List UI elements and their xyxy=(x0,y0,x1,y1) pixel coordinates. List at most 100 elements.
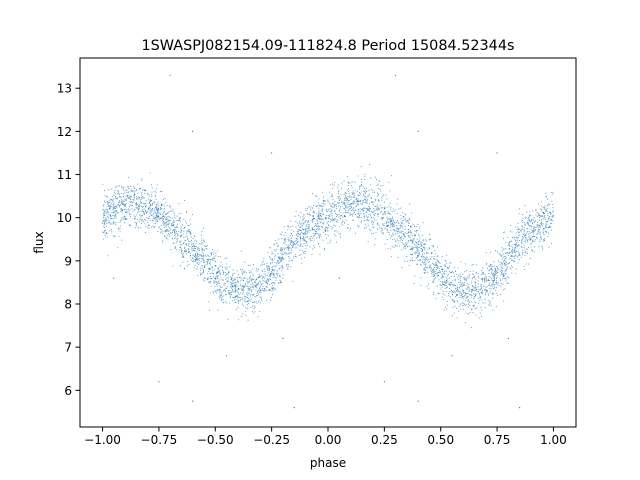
data-point xyxy=(538,215,540,217)
data-point xyxy=(521,225,523,227)
data-point xyxy=(257,283,259,285)
data-point xyxy=(534,235,536,237)
data-point xyxy=(259,290,261,292)
data-point xyxy=(414,251,416,253)
data-point xyxy=(377,223,379,225)
data-point xyxy=(525,240,527,242)
data-point xyxy=(478,317,480,319)
data-point xyxy=(311,253,313,255)
data-point xyxy=(437,260,440,262)
data-point xyxy=(149,209,151,211)
data-point xyxy=(243,271,245,273)
data-point xyxy=(473,289,476,291)
data-point xyxy=(528,214,530,216)
data-point xyxy=(269,279,271,281)
data-point xyxy=(417,263,419,265)
data-point xyxy=(474,294,476,296)
data-point xyxy=(427,252,429,254)
data-point xyxy=(265,281,267,284)
data-point xyxy=(272,272,274,274)
data-point xyxy=(114,207,116,209)
data-point xyxy=(493,277,495,279)
data-point xyxy=(397,228,400,231)
data-point xyxy=(327,242,329,244)
data-point xyxy=(304,229,306,231)
data-point xyxy=(115,195,117,198)
data-point xyxy=(225,301,227,303)
data-point xyxy=(392,219,395,221)
data-point xyxy=(299,222,301,224)
data-point xyxy=(399,224,401,226)
data-point xyxy=(171,223,173,225)
data-point xyxy=(461,295,464,297)
data-point xyxy=(384,227,386,229)
data-point xyxy=(345,206,347,208)
data-point xyxy=(390,256,392,258)
data-point xyxy=(461,281,463,283)
data-point xyxy=(104,234,106,236)
data-point xyxy=(408,235,410,237)
data-point xyxy=(391,211,393,213)
data-point xyxy=(377,209,379,211)
data-point xyxy=(335,207,337,209)
data-point xyxy=(268,267,270,269)
data-point xyxy=(503,300,505,302)
data-point xyxy=(283,241,285,243)
data-point xyxy=(224,257,226,259)
data-point xyxy=(329,241,331,243)
data-point xyxy=(247,308,249,310)
data-point xyxy=(159,191,162,193)
data-point xyxy=(234,291,237,294)
data-point xyxy=(410,239,412,241)
data-point xyxy=(141,215,143,217)
data-point xyxy=(211,270,213,272)
data-point xyxy=(522,236,524,238)
data-point xyxy=(172,242,174,244)
data-point xyxy=(209,255,211,258)
data-point xyxy=(224,266,226,268)
data-point xyxy=(268,289,270,291)
data-point xyxy=(383,210,385,212)
data-point xyxy=(301,230,303,232)
data-point xyxy=(205,245,208,248)
data-point xyxy=(269,290,271,292)
data-point xyxy=(465,269,467,271)
data-point xyxy=(276,270,278,272)
data-point xyxy=(266,299,268,301)
data-point xyxy=(149,213,151,215)
data-point xyxy=(535,209,537,211)
data-point xyxy=(238,302,240,304)
data-point xyxy=(297,224,300,226)
data-point xyxy=(405,244,407,247)
data-point xyxy=(504,262,506,264)
data-point xyxy=(127,197,129,199)
data-point xyxy=(120,201,122,203)
data-point xyxy=(250,290,252,292)
data-point xyxy=(464,278,466,280)
data-point xyxy=(266,267,268,269)
data-point xyxy=(271,253,273,255)
data-point xyxy=(524,221,526,224)
data-point xyxy=(231,276,233,279)
data-point xyxy=(295,221,297,223)
data-point xyxy=(500,255,503,258)
data-point xyxy=(242,313,244,315)
data-point xyxy=(453,272,455,274)
data-point xyxy=(292,243,294,245)
data-point xyxy=(461,289,463,291)
data-point xyxy=(240,283,242,285)
data-point xyxy=(402,211,404,214)
data-point xyxy=(424,263,426,265)
data-point xyxy=(486,279,488,281)
data-point xyxy=(446,308,448,310)
data-point xyxy=(399,227,401,229)
data-point xyxy=(505,248,507,250)
data-point xyxy=(293,255,295,257)
data-point xyxy=(343,221,345,223)
data-point xyxy=(278,238,280,240)
data-point xyxy=(411,248,413,250)
data-point xyxy=(296,242,298,244)
data-point xyxy=(308,229,310,231)
data-point xyxy=(543,239,545,241)
data-point xyxy=(184,226,186,229)
